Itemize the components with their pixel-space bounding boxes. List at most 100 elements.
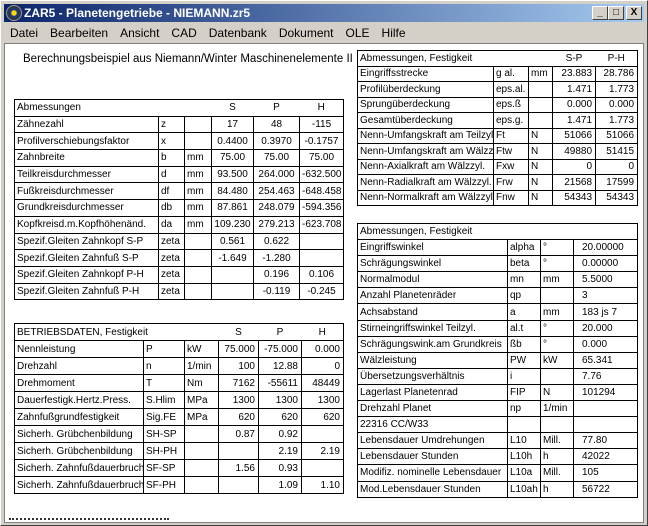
header-cell: S-P <box>552 50 596 67</box>
symbol-cell: a <box>507 303 541 321</box>
label-cell: Nenn-Normalkraft am Wälzzyl. <box>357 189 494 206</box>
menu-datei[interactable]: Datei <box>10 26 39 40</box>
unit-cell: mm <box>184 182 212 201</box>
value-cell: 1300 <box>218 391 259 409</box>
value-cell: 0.561 <box>211 232 254 251</box>
menu-bearbeiten[interactable]: Bearbeiten <box>50 26 109 40</box>
menu-ansicht[interactable]: Ansicht <box>120 26 160 40</box>
label-cell: Zähnezahl <box>14 115 159 134</box>
value-cell: 0 <box>552 158 597 175</box>
unit-cell <box>540 287 574 305</box>
unit-cell: N <box>527 127 554 144</box>
label-cell: Normalmodul <box>357 271 508 289</box>
value-cell: 12.88 <box>258 357 302 375</box>
close-button[interactable]: X <box>626 6 642 20</box>
symbol-cell: b <box>158 149 185 167</box>
value-cell: 2.19 <box>301 442 344 460</box>
maximize-button[interactable]: □ <box>608 6 624 20</box>
value-cell: -648.458 <box>299 182 344 201</box>
label-cell: Sicherh. Grübchenbildung <box>14 442 144 460</box>
symbol-cell: Frw <box>493 174 529 191</box>
unit-cell: Mill. <box>540 464 574 482</box>
value-cell: 75.000 <box>218 340 259 358</box>
menu-bar: Datei Bearbeiten Ansicht CAD Datenbank D… <box>4 24 412 42</box>
symbol-cell: L10ah <box>507 480 541 498</box>
menu-datenbank[interactable]: Datenbank <box>208 26 267 40</box>
value-cell: 48449 <box>301 374 344 392</box>
table-row: Gesamtüberdeckung eps.g. 1.471 1.773 <box>357 112 639 129</box>
unit-cell <box>184 459 219 477</box>
value-cell: 1.10 <box>301 476 344 494</box>
label-cell: Sicherh. Grübchenbildung <box>14 425 144 443</box>
header-cell: P-H <box>595 50 639 67</box>
header-cell: Abmessungen, Festigkeit <box>356 50 553 67</box>
value-cell: 77.80 <box>572 432 639 450</box>
value-cell: 620 <box>258 408 302 426</box>
value-cell: 1.471 <box>552 81 597 98</box>
value-cell: 56722 <box>572 480 639 498</box>
value-cell: 3 <box>572 287 639 305</box>
menu-hilfe[interactable]: Hilfe <box>381 26 406 40</box>
value-cell: 279.213 <box>253 215 300 234</box>
value-cell: 17 <box>211 115 254 134</box>
value-cell: 2.19 <box>258 442 302 460</box>
label-cell: Schrägungswink.am Grundkreis <box>357 335 508 353</box>
unit-cell: kW <box>184 340 219 358</box>
menu-ole[interactable]: OLE <box>345 26 370 40</box>
geometry-table: Abmessungen S P H Zähnezahl z 17 48 -115 Profilve… <box>14 99 344 301</box>
value-cell <box>301 459 344 477</box>
unit-cell: h <box>540 448 574 466</box>
unit-cell <box>540 416 574 434</box>
table-row: Normalmodul mn mm 5.5000 <box>357 271 639 289</box>
value-cell: 42022 <box>572 448 639 466</box>
table-row: Wälzleistung PW kW 65.341 <box>357 351 639 369</box>
table-row: Achsabstand a mm 183 js 7 <box>357 303 639 321</box>
value-cell: 0.93 <box>258 459 302 477</box>
header-cell: P <box>258 323 302 341</box>
label-cell: Zahnbreite <box>14 149 159 167</box>
header-cell: Abmessungen, Festigkeit <box>356 222 639 241</box>
value-cell: 0.622 <box>253 232 300 251</box>
symbol-cell: SF-SP <box>143 459 185 477</box>
label-cell: Dauerfestigk.Hertz.Press. <box>14 391 144 409</box>
table-row: Kopfkreisd.m.Kopfhöhenänd. da mm 109.230 279… <box>14 215 344 234</box>
value-cell: 5.5000 <box>572 271 639 289</box>
label-cell: Stirneingriffswinkel Teilzyl. <box>357 319 508 337</box>
title-bar[interactable]: ZAR5 - Planetengetriebe - NIEMANN.zr5 _ … <box>4 4 644 22</box>
unit-cell: Mill. <box>540 432 574 450</box>
menu-dokument[interactable]: Dokument <box>278 26 334 40</box>
table-row: Zahnfußgrundfestigkeit Sig.FE MPa 620 620 620 <box>14 408 344 426</box>
symbol-cell: df <box>158 182 185 201</box>
value-cell: 1.09 <box>258 476 302 494</box>
value-cell: -0.245 <box>299 282 344 301</box>
table-row: Nenn-Umfangskraft am Teilzyl. Ft N 51066 510… <box>357 127 639 144</box>
symbol-cell: Fxw <box>493 158 529 175</box>
value-cell: -594.356 <box>299 199 344 217</box>
value-cell: 1.471 <box>552 112 597 129</box>
minimize-button[interactable]: _ <box>592 6 608 20</box>
window-title: ZAR5 - Planetengetriebe - NIEMANN.zr5 <box>24 6 251 20</box>
value-cell: 1300 <box>258 391 302 409</box>
label-cell: Mod.Lebensdauer Stunden <box>357 480 508 498</box>
menu-cad[interactable]: CAD <box>171 26 197 40</box>
label-cell: Schrägungswinkel <box>357 255 508 273</box>
value-cell: 7162 <box>218 374 259 392</box>
table-row: Lebensdauer Umdrehungen L10 Mill. 77.80 <box>357 432 639 450</box>
label-cell: Eingriffswinkel <box>357 239 508 257</box>
unit-cell: N <box>540 383 574 402</box>
value-cell: 620 <box>301 408 344 426</box>
table-row: Sicherh. Zahnfußdauerbruch SF-SP 1.56 0.93 <box>14 459 344 477</box>
unit-cell <box>184 132 212 151</box>
value-cell: 620 <box>218 408 259 426</box>
table-row: Nenn-Radialkraft am Wälzzyl. Frw N 21568 175… <box>357 174 639 191</box>
value-cell: -0.119 <box>253 282 300 301</box>
table-row: Sicherh. Zahnfußdauerbruch SF-PH 1.09 1.10 <box>14 476 344 494</box>
value-cell: 21568 <box>552 174 597 191</box>
unit-cell <box>540 367 574 385</box>
label-cell: Gesamtüberdeckung <box>357 112 494 129</box>
unit-cell: 1/min <box>540 400 574 418</box>
value-cell: 0.000 <box>301 340 344 358</box>
unit-cell: ° <box>540 319 574 337</box>
table-row: Lagerlast Planetenrad FIP N 101294 <box>357 383 639 402</box>
